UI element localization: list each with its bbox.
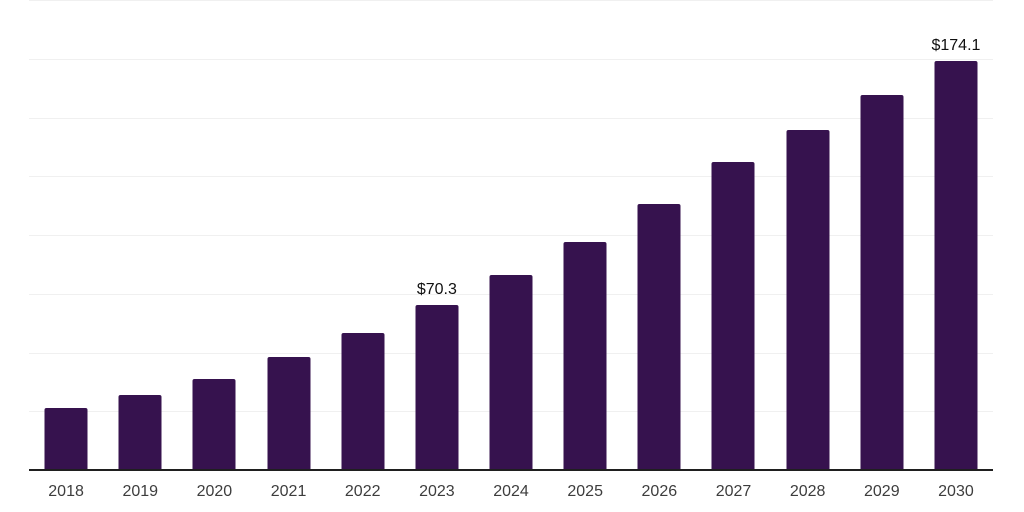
gridline bbox=[29, 58, 993, 60]
bar-band-2030: $174.1 bbox=[919, 0, 993, 470]
bar-2030 bbox=[934, 60, 978, 470]
x-tick-label-2021: 2021 bbox=[270, 483, 307, 500]
bar-band-2019 bbox=[103, 0, 177, 470]
bar-2027 bbox=[711, 161, 755, 470]
bar-series: $70.3 $174.1 bbox=[29, 0, 993, 470]
bar-band-2020 bbox=[177, 0, 251, 470]
bar-2019 bbox=[118, 395, 162, 470]
bar-2028 bbox=[786, 129, 830, 470]
bar-band-2026 bbox=[622, 0, 696, 470]
bar-2023 bbox=[415, 304, 459, 470]
bar-data-label-2023: $70.3 bbox=[416, 280, 457, 298]
gridline bbox=[29, 117, 993, 119]
x-tick-label-2026: 2026 bbox=[641, 483, 678, 500]
x-tick-label-2019: 2019 bbox=[122, 483, 159, 500]
x-axis-tick-labels: 2018 2019 2020 2021 2022 2023 2024 2025 2026 2027… bbox=[29, 470, 993, 501]
x-axis-line bbox=[29, 469, 993, 471]
bar-2018 bbox=[44, 408, 88, 470]
x-tick-label-2027: 2027 bbox=[715, 483, 752, 500]
x-tick-label-2025: 2025 bbox=[567, 483, 603, 500]
bar-2020 bbox=[192, 378, 236, 470]
bar-2025 bbox=[563, 241, 607, 470]
x-tick-label-2018: 2018 bbox=[48, 483, 84, 500]
bar-data-label-2030: $174.1 bbox=[931, 36, 981, 54]
plot-area: $70.3 $174.1 bbox=[29, 0, 993, 471]
bar-2026 bbox=[637, 203, 681, 470]
x-tick-label-2028: 2028 bbox=[789, 483, 826, 500]
x-tick-label-2023: 2023 bbox=[419, 483, 455, 500]
bar-band-2025 bbox=[548, 0, 622, 470]
bar-band-2024 bbox=[474, 0, 548, 470]
bar-band-2027 bbox=[696, 0, 770, 470]
bar-2024 bbox=[489, 274, 533, 470]
bar-2029 bbox=[860, 94, 904, 470]
gridline bbox=[29, 0, 993, 1]
bar-band-2028 bbox=[771, 0, 845, 470]
x-tick-label-2030: 2030 bbox=[938, 483, 974, 500]
bar-band-2023: $70.3 bbox=[400, 0, 474, 470]
bar-band-2018 bbox=[29, 0, 103, 470]
bar-band-2029 bbox=[845, 0, 919, 470]
gridline bbox=[29, 235, 993, 236]
x-tick-label-2024: 2024 bbox=[493, 483, 529, 500]
bar-band-2022 bbox=[326, 0, 400, 470]
bar-2021 bbox=[267, 357, 311, 470]
gridline bbox=[29, 176, 993, 178]
bar-band-2021 bbox=[251, 0, 325, 470]
x-tick-label-2020: 2020 bbox=[196, 483, 233, 500]
bar-2022 bbox=[341, 333, 385, 470]
x-tick-label-2022: 2022 bbox=[344, 483, 381, 500]
x-tick-label-2029: 2029 bbox=[864, 483, 900, 500]
